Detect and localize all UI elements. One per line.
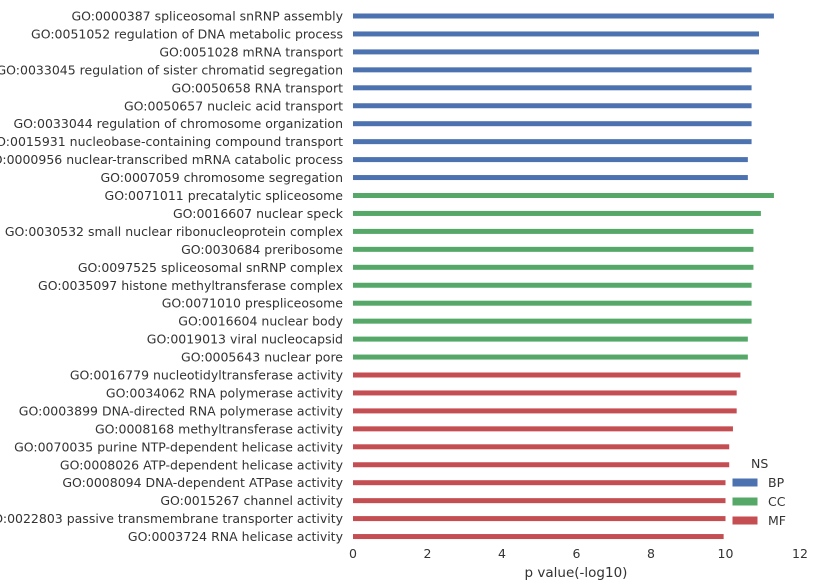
bar-cc: [353, 282, 752, 288]
bar-cc: [353, 193, 774, 198]
bar-mf: [353, 372, 741, 378]
x-tick-label: 2: [424, 546, 432, 561]
bar-mf: [353, 444, 730, 450]
bar-cc: [353, 264, 754, 270]
category-label: GO:0000956 nuclear-transcribed mRNA cata…: [0, 152, 343, 167]
bar-bp: [353, 157, 748, 163]
legend-title: NS: [751, 456, 768, 471]
category-label: GO:0097525 spliceosomal snRNP complex: [78, 260, 343, 275]
bar-cc: [353, 336, 748, 342]
category-label: GO:0033045 regulation of sister chromati…: [0, 62, 343, 77]
category-label: GO:0008094 DNA-dependent ATPase activity: [62, 475, 343, 490]
category-label: GO:0016604 nuclear body: [178, 314, 343, 329]
category-label: GO:0005643 nuclear pore: [181, 350, 343, 365]
bar-bp: [353, 139, 752, 145]
category-label: GO:0000387 spliceosomal snRNP assembly: [71, 9, 343, 24]
bar-cc: [353, 210, 761, 216]
category-label: GO:0051028 mRNA transport: [159, 44, 343, 59]
bar-bp: [353, 121, 752, 127]
category-label: GO:0034062 RNA polymerase activity: [106, 385, 344, 400]
category-label: GO:0016607 nuclear speck: [173, 206, 344, 221]
bar-cc: [353, 354, 748, 360]
legend-swatch-bp: [731, 477, 759, 488]
bar-bp: [353, 13, 774, 19]
bar-bp: [353, 49, 760, 55]
category-label: GO:0003899 DNA-directed RNA polymerase a…: [19, 403, 344, 418]
category-label: GO:0050658 RNA transport: [172, 80, 344, 95]
category-label: GO:0070035 purine NTP-dependent helicase…: [14, 439, 344, 454]
bar-cc: [353, 318, 752, 324]
bar-cc: [353, 246, 754, 252]
bar-mf: [353, 516, 726, 522]
x-tick-label: 8: [647, 546, 655, 561]
bars-layer: [353, 13, 774, 540]
category-labels: GO:0000387 spliceosomal snRNP assembly GO…: [0, 9, 344, 545]
category-label: GO:0015931 nucleobase-containing compoun…: [0, 134, 343, 149]
category-label: GO:0071011 precatalytic spliceosome: [105, 188, 344, 203]
bar-mf: [353, 534, 724, 540]
category-label: GO:0071010 prespliceosome: [162, 296, 344, 311]
bar-mf: [353, 426, 733, 432]
x-axis: 0 2 4 6 8 10 12: [349, 546, 808, 561]
x-tick-label: 6: [573, 546, 581, 561]
legend-label-bp: BP: [768, 475, 785, 490]
bar-bp: [353, 103, 752, 109]
category-label: GO:0008168 methyltransferase activity: [95, 421, 344, 436]
legend-label-cc: CC: [768, 494, 786, 509]
bar-mf: [353, 480, 726, 486]
bar-mf: [353, 462, 730, 468]
category-label: GO:0033044 regulation of chromosome orga…: [14, 116, 344, 131]
category-label: GO:0016779 nucleotidyltransferase activi…: [70, 368, 344, 383]
legend: NS BP CC MF: [731, 456, 786, 528]
x-axis-label: p value(-log10): [525, 565, 628, 581]
category-label: GO:0019013 viral nucleocapsid: [147, 332, 343, 347]
category-label: GO:0003724 RNA helicase activity: [128, 529, 344, 544]
category-label: GO:0030532 small nuclear ribonucleoprote…: [5, 224, 343, 239]
category-label: GO:0007059 chromosome segregation: [100, 170, 343, 185]
legend-swatch-mf: [731, 515, 759, 526]
category-label: GO:0051052 regulation of DNA metabolic p…: [31, 26, 343, 41]
x-tick-label: 10: [718, 546, 734, 561]
x-tick-label: 12: [792, 546, 808, 561]
category-label: GO:0022803 passive transmembrane transpo…: [0, 511, 344, 526]
bar-cc: [353, 228, 754, 234]
legend-swatch-cc: [731, 496, 759, 507]
bar-bp: [353, 31, 760, 37]
x-tick-label: 4: [498, 546, 506, 561]
category-label: GO:0035097 histone methyltransferase com…: [38, 278, 343, 293]
bar-bp: [353, 85, 752, 91]
bar-mf: [353, 390, 737, 396]
category-label: GO:0015267 channel activity: [160, 493, 343, 508]
x-tick-label: 0: [349, 546, 357, 561]
category-label: GO:0050657 nucleic acid transport: [124, 98, 343, 113]
bar-mf: [353, 408, 737, 414]
bar-bp: [353, 67, 752, 73]
bar-bp: [353, 175, 748, 181]
bar-cc: [353, 300, 752, 306]
legend-label-mf: MF: [768, 513, 786, 528]
bar-mf: [353, 498, 726, 504]
category-label: GO:0008026 ATP-dependent helicase activi…: [60, 457, 344, 472]
category-label: GO:0030684 preribosome: [181, 242, 343, 257]
